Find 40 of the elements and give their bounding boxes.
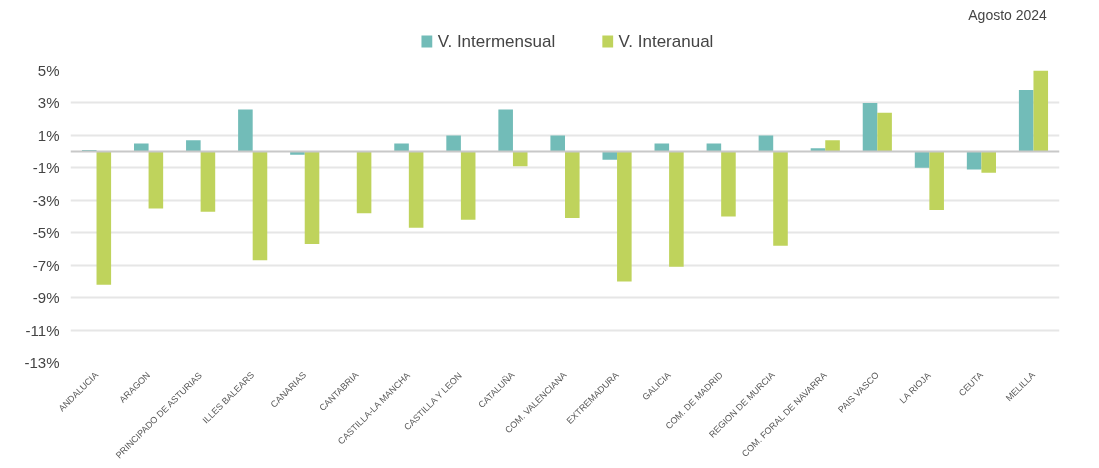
bar: [96, 151, 112, 285]
bar: [460, 151, 476, 220]
text: Agosto 2024: [968, 6, 1048, 23]
y-tick-label: -5%: [32, 224, 60, 242]
bar: [200, 151, 216, 212]
bar: [304, 151, 320, 245]
bar: [1033, 70, 1049, 152]
bar: [148, 151, 164, 209]
bar: [862, 102, 878, 152]
bar: [186, 140, 201, 152]
bar: [773, 151, 788, 246]
y-tick-label: -13%: [24, 354, 60, 371]
bar: [565, 151, 580, 219]
y-tick-label: -1%: [32, 159, 60, 177]
bar: [1018, 89, 1034, 152]
y-tick-label: 3%: [37, 94, 60, 112]
bar: [498, 109, 513, 152]
y-tick-label: 5%: [37, 62, 60, 79]
bar: [758, 135, 774, 152]
bar: [825, 140, 840, 152]
bar: [617, 151, 632, 282]
bar: [252, 151, 268, 261]
y-tick-label: -7%: [32, 256, 60, 274]
bar: [981, 151, 996, 173]
legend-label: V. Interanual: [618, 32, 714, 51]
bar: [512, 151, 528, 167]
y-tick-label: -11%: [25, 321, 60, 339]
bar: [408, 151, 424, 228]
bar: [356, 151, 372, 214]
bar: [721, 151, 736, 217]
y-tick-label: -3%: [32, 191, 60, 209]
bar: [669, 151, 684, 267]
bar: [550, 135, 565, 152]
bar: [446, 135, 461, 152]
bar: [929, 151, 944, 211]
legend-label: V. Intermensual: [437, 32, 556, 51]
y-tick-label: 1%: [37, 126, 60, 144]
bar: [877, 112, 892, 152]
bar: [238, 109, 253, 152]
y-tick-label: -9%: [32, 289, 60, 307]
